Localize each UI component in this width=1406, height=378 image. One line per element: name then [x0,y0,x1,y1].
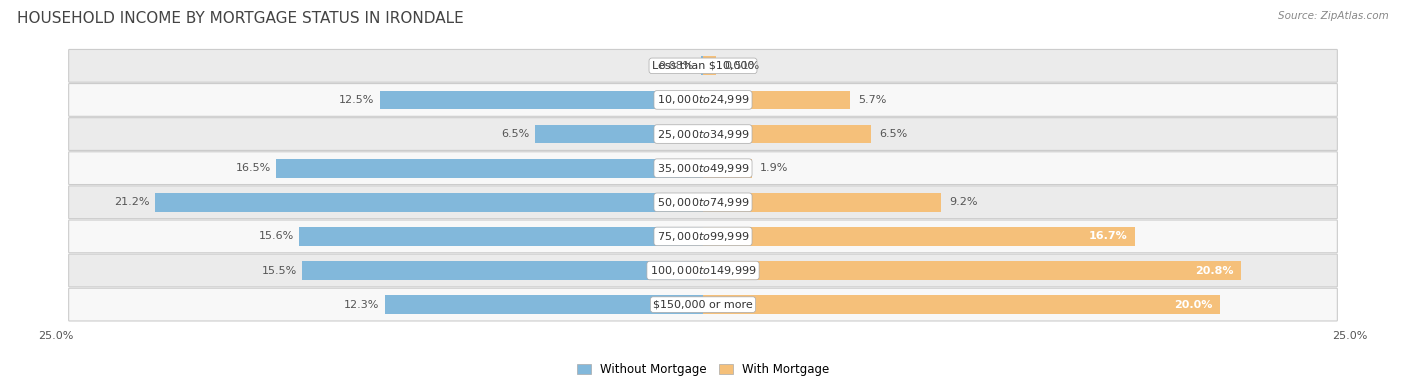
Text: 6.5%: 6.5% [879,129,907,139]
Text: Less than $10,000: Less than $10,000 [652,61,754,71]
Bar [302,261,703,280]
Text: 0.51%: 0.51% [724,61,759,71]
Text: $35,000 to $49,999: $35,000 to $49,999 [657,162,749,175]
Bar [703,56,716,75]
Text: 6.5%: 6.5% [502,129,530,139]
Bar [385,295,703,314]
Text: $75,000 to $99,999: $75,000 to $99,999 [657,230,749,243]
FancyBboxPatch shape [69,50,1337,82]
Text: 15.5%: 15.5% [262,265,297,276]
Text: 0.08%: 0.08% [658,61,693,71]
Text: 20.0%: 20.0% [1174,300,1212,310]
Text: 12.3%: 12.3% [344,300,380,310]
Legend: Without Mortgage, With Mortgage: Without Mortgage, With Mortgage [572,358,834,378]
Text: 5.7%: 5.7% [858,95,887,105]
Text: HOUSEHOLD INCOME BY MORTGAGE STATUS IN IRONDALE: HOUSEHOLD INCOME BY MORTGAGE STATUS IN I… [17,11,464,26]
FancyBboxPatch shape [69,118,1337,150]
Text: 1.9%: 1.9% [759,163,789,173]
FancyBboxPatch shape [69,288,1337,321]
Text: Source: ZipAtlas.com: Source: ZipAtlas.com [1278,11,1389,21]
Bar [703,159,752,178]
Bar [276,159,703,178]
Text: $100,000 to $149,999: $100,000 to $149,999 [650,264,756,277]
Bar [703,295,1220,314]
Text: $25,000 to $34,999: $25,000 to $34,999 [657,127,749,141]
Text: $150,000 or more: $150,000 or more [654,300,752,310]
Bar [534,125,703,143]
FancyBboxPatch shape [69,84,1337,116]
Bar [702,56,703,75]
Text: 12.5%: 12.5% [339,95,374,105]
Bar [703,91,851,109]
Text: 16.5%: 16.5% [236,163,271,173]
FancyBboxPatch shape [69,152,1337,184]
Bar [703,193,941,212]
Text: $50,000 to $74,999: $50,000 to $74,999 [657,196,749,209]
Text: 15.6%: 15.6% [259,231,294,242]
Bar [155,193,703,212]
Text: 16.7%: 16.7% [1088,231,1128,242]
Text: 9.2%: 9.2% [949,197,977,207]
Text: $10,000 to $24,999: $10,000 to $24,999 [657,93,749,107]
FancyBboxPatch shape [69,186,1337,218]
Bar [703,125,872,143]
Bar [703,261,1241,280]
FancyBboxPatch shape [69,220,1337,253]
Bar [703,227,1135,246]
Bar [380,91,703,109]
FancyBboxPatch shape [69,254,1337,287]
Text: 20.8%: 20.8% [1195,265,1233,276]
Bar [299,227,703,246]
Text: 21.2%: 21.2% [114,197,149,207]
